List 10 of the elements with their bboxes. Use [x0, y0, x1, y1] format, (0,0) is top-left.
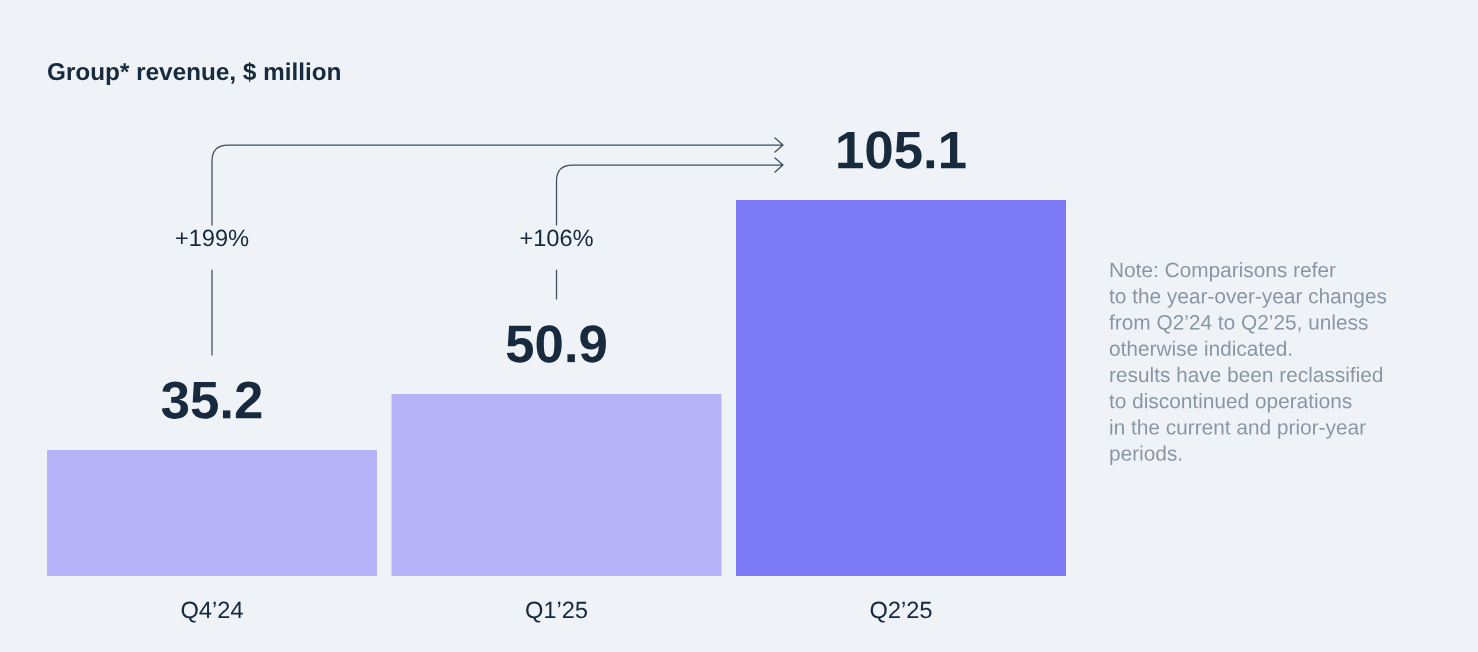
x-tick-label: Q1’25: [526, 601, 588, 623]
chart-title: Group* revenue, $ million: [48, 62, 340, 86]
annotation: +199%: [176, 229, 249, 247]
x-tick-label: Q4’24: [181, 601, 243, 623]
data-label: 50.9: [506, 325, 606, 363]
annotation: +106%: [520, 229, 593, 247]
data-label: 35.2: [161, 381, 262, 419]
x-tick-label: Q2’25: [870, 601, 932, 623]
text: Note: Comparisons refer to the year-over-year changes from Q2’24 to Q2’25, unless otherwise indicated. results have been reclassified to discontinued operations in the current and prior-year periods.: [1109, 262, 1387, 465]
data-label: 105.1: [838, 131, 966, 169]
